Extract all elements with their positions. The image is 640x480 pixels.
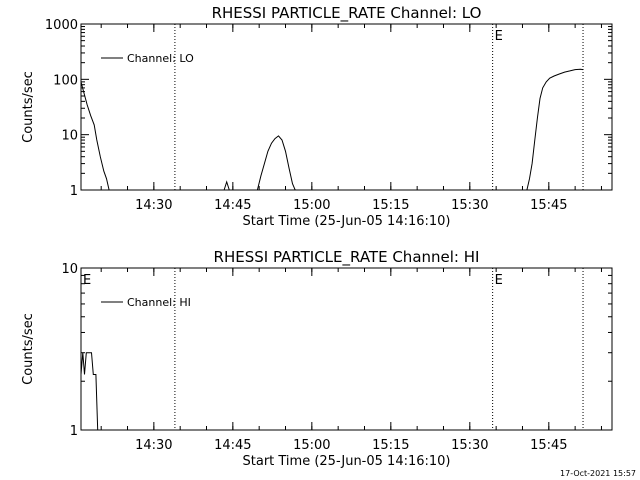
x-tick-label: 15:15 bbox=[372, 438, 409, 453]
y-tick-label: 1 bbox=[70, 424, 78, 439]
event-marker-label: E bbox=[495, 273, 503, 288]
y-tick-label: 10 bbox=[61, 129, 78, 144]
hi-channel-panel: RHESSI PARTICLE_RATE Channel: HI Start Ti… bbox=[21, 248, 613, 469]
y-tick-label: 1 bbox=[70, 184, 78, 199]
x-tick-label: 15:00 bbox=[293, 438, 330, 453]
lo-channel-panel: RHESSI PARTICLE_RATE Channel: LO Start Ti… bbox=[21, 4, 613, 229]
plot-frame bbox=[80, 267, 613, 431]
y-tick-label: 1000 bbox=[45, 18, 78, 33]
chart-title: RHESSI PARTICLE_RATE Channel: LO bbox=[212, 4, 482, 23]
plot-frame bbox=[80, 23, 613, 191]
x-tick-label: 15:15 bbox=[372, 198, 409, 213]
y-tick-label: 100 bbox=[53, 73, 78, 88]
x-axis-label: Start Time (25-Jun-05 14:16:10) bbox=[243, 214, 451, 229]
timestamp: 17-Oct-2021 15:57 bbox=[560, 469, 636, 478]
x-tick-label: 14:45 bbox=[214, 198, 251, 213]
series-line bbox=[80, 68, 584, 191]
x-tick-label: 14:45 bbox=[214, 438, 251, 453]
series-line bbox=[80, 352, 99, 431]
x-tick-label: 15:45 bbox=[530, 198, 567, 213]
x-tick-label: 14:30 bbox=[135, 438, 172, 453]
x-axis-label: Start Time (25-Jun-05 14:16:10) bbox=[243, 454, 451, 469]
y-tick-label: 10 bbox=[61, 262, 78, 277]
chart-title: RHESSI PARTICLE_RATE Channel: HI bbox=[214, 248, 480, 267]
x-tick-label: 15:30 bbox=[451, 198, 488, 213]
x-tick-label: 15:30 bbox=[451, 438, 488, 453]
legend-entry: Channel: HI bbox=[127, 296, 191, 309]
x-tick-label: 15:45 bbox=[530, 438, 567, 453]
y-axis-label: Counts/sec bbox=[21, 71, 36, 143]
legend-entry: Channel: LO bbox=[127, 52, 194, 65]
x-tick-label: 14:30 bbox=[135, 198, 172, 213]
event-marker-label: E bbox=[495, 29, 503, 44]
event-marker-label: E bbox=[83, 273, 91, 288]
y-axis-label: Counts/sec bbox=[21, 313, 36, 385]
x-tick-label: 15:00 bbox=[293, 198, 330, 213]
